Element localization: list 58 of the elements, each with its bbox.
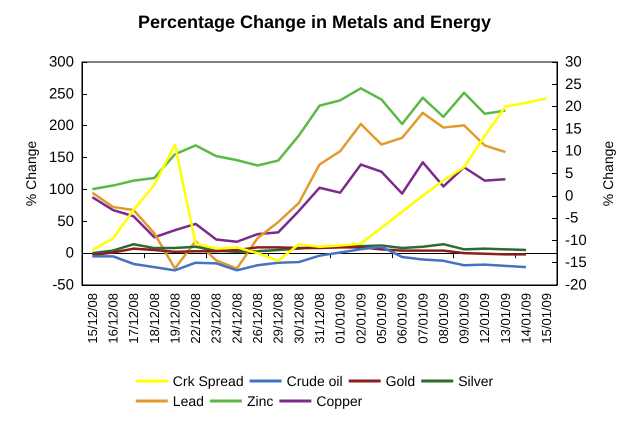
y-tick-label: 100 (48, 180, 74, 198)
x-tick-label: 14/01/09 (518, 293, 534, 344)
x-tick-label: 23/12/08 (208, 293, 224, 344)
line-series (91, 87, 507, 190)
y2-tick-label: 0 (565, 187, 574, 204)
legend-label: Silver (458, 373, 494, 389)
y2-tick-label: 15 (565, 120, 582, 138)
y2-tick-label: 20 (565, 98, 582, 116)
x-tick-label: 24/12/08 (229, 293, 244, 344)
x-tick-label: 30/12/08 (291, 293, 306, 344)
x-tick-label: 19/12/08 (167, 293, 182, 344)
y2-tick-label: -10 (565, 232, 587, 249)
y-tick-label: 150 (48, 149, 74, 166)
x-tick-label: 13/01/09 (498, 293, 513, 344)
y2-tick-label: -5 (565, 210, 578, 227)
x-tick-label: 15/12/08 (84, 293, 100, 344)
y-tick-label: 0 (66, 244, 74, 262)
legend-label: Crude oil (286, 373, 343, 389)
x-tick-label: 16/12/08 (105, 293, 120, 344)
chart-title: Percentage Change in Metals and Energy (138, 12, 492, 32)
legend-label: Lead (172, 393, 204, 409)
y-axis-title: % Change (23, 140, 39, 206)
y-tick-label: 250 (48, 85, 74, 102)
y2-tick-label: 10 (565, 142, 582, 160)
x-tick-label: 26/12/08 (250, 293, 266, 344)
y-tick-label: 300 (48, 54, 74, 70)
x-tick-label: 02/01/09 (353, 293, 368, 344)
y2-tick-label: 5 (565, 165, 574, 182)
x-tick-label: 05/01/09 (374, 293, 389, 344)
y2-tick-label: -15 (565, 254, 587, 272)
y2-tick-label: 25 (565, 76, 582, 93)
line-series (91, 161, 507, 243)
x-tick-label: 15/01/09 (539, 293, 554, 344)
legend-label: Crk Spread (172, 373, 244, 389)
x-tick-label: 06/01/09 (394, 293, 410, 344)
x-tick-label: 09/01/09 (456, 293, 472, 344)
legend-label: Copper (316, 393, 363, 409)
y2-axis-title: % Change (600, 140, 616, 206)
line-series (91, 112, 507, 270)
x-tick-label: 22/12/08 (188, 293, 204, 344)
y-tick-label: -50 (52, 276, 74, 294)
y2-tick-label: 30 (565, 54, 582, 70)
line-series (91, 97, 548, 262)
y2-tick-label: -20 (565, 276, 587, 294)
legend-label: Zinc (246, 393, 274, 409)
y-tick-label: 50 (57, 212, 74, 230)
x-tick-label: 07/01/09 (415, 293, 430, 344)
y-tick-label: 200 (48, 117, 74, 134)
legend-label: Gold (386, 373, 416, 389)
x-tick-label: 17/12/08 (126, 293, 142, 344)
x-tick-label: 31/12/08 (312, 293, 327, 344)
x-tick-label: 01/01/09 (332, 293, 348, 344)
line-series (91, 246, 528, 272)
line-series (91, 246, 528, 256)
x-tick-label: 12/01/09 (477, 293, 492, 344)
x-tick-label: 08/01/09 (436, 293, 451, 344)
x-tick-label: 18/12/08 (146, 293, 162, 344)
x-tick-label: 29/12/08 (270, 293, 286, 344)
